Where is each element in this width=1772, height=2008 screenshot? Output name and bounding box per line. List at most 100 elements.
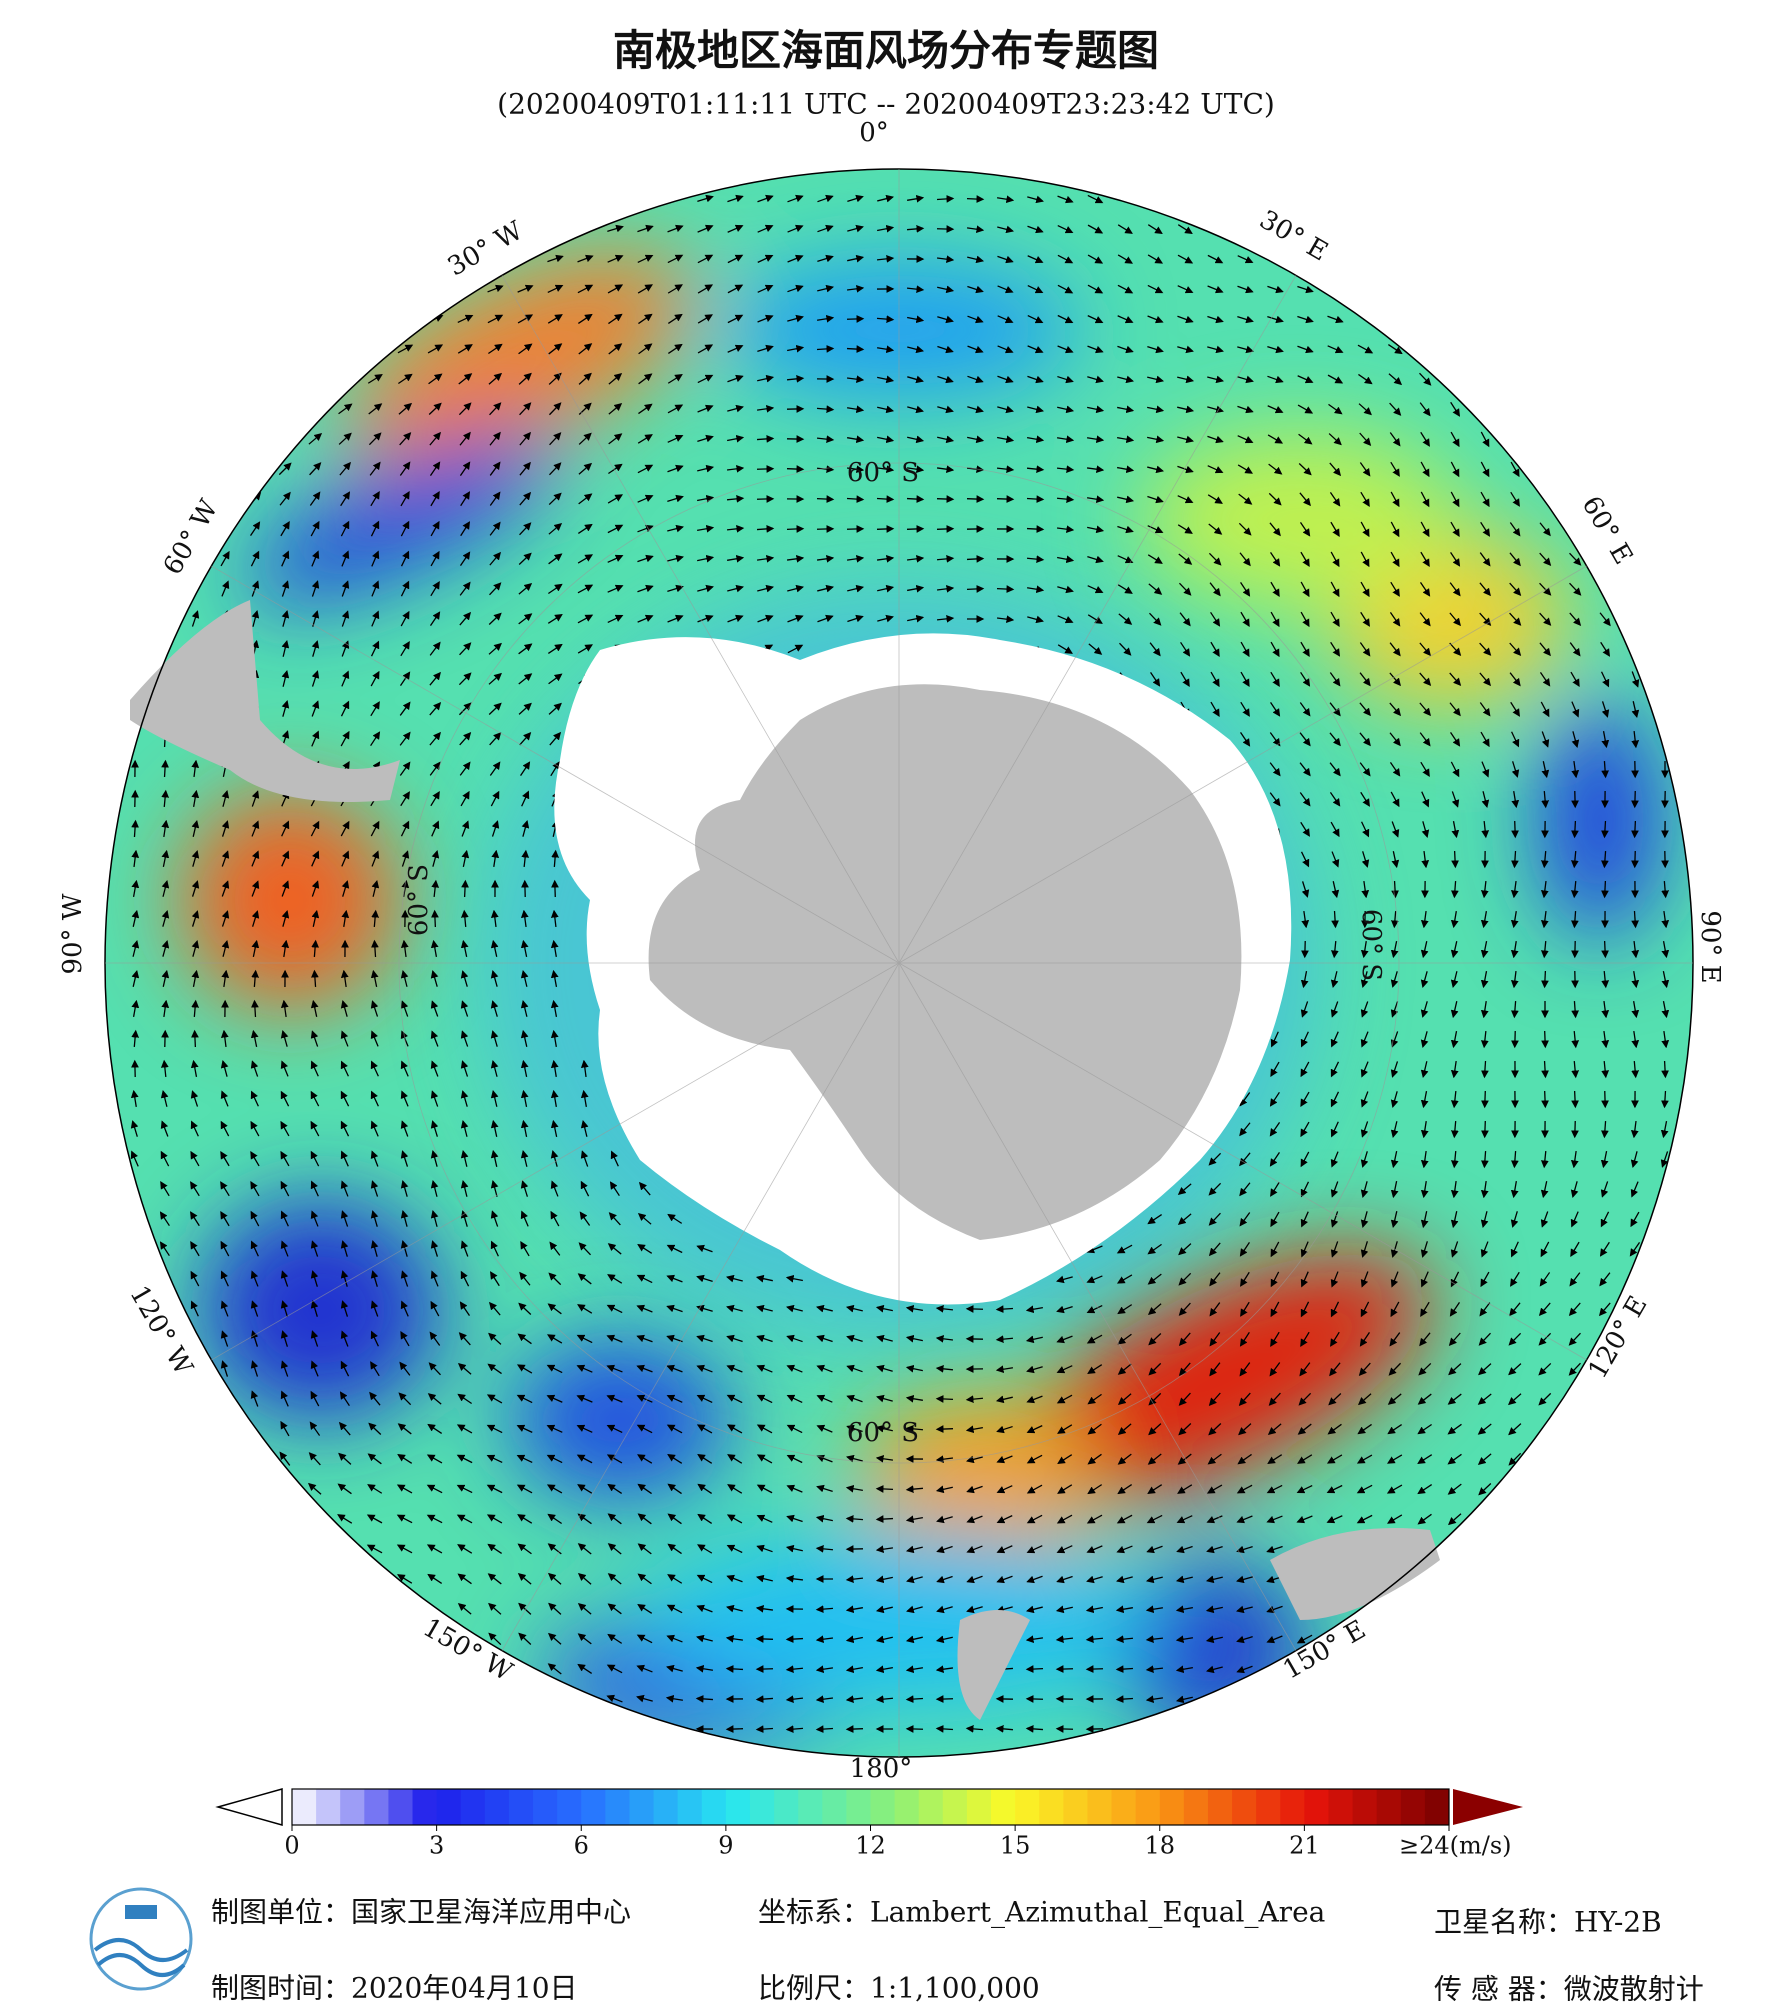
wind-arrow	[1117, 405, 1135, 414]
projection: 坐标系：Lambert_Azimuthal_Equal_Area	[758, 1896, 1325, 1929]
wind-arrow	[458, 402, 472, 416]
wind-arrow	[460, 909, 469, 928]
wind-arrow	[429, 461, 441, 476]
wind-arrow	[667, 224, 684, 233]
wind-arrow	[637, 584, 654, 593]
wind-arrow	[341, 610, 350, 627]
colorbar-cell	[1232, 1789, 1257, 1825]
wind-arrow	[1299, 762, 1311, 777]
wind-arrow	[1450, 431, 1460, 448]
wind-arrow	[757, 374, 775, 383]
colorbar-cell	[1111, 1789, 1137, 1825]
wind-arrow	[1268, 492, 1282, 506]
wind-arrow	[1147, 375, 1165, 384]
wind-arrow	[491, 820, 500, 837]
wind-arrow	[936, 465, 955, 474]
wind-arrow	[876, 315, 895, 324]
wind-arrow	[877, 614, 894, 623]
wind-arrow	[1329, 702, 1341, 717]
wind-arrow	[1147, 254, 1164, 264]
wind-arrow	[1480, 461, 1490, 478]
wind-arrow	[1450, 731, 1461, 747]
wind-arrow	[907, 345, 925, 354]
wind-arrow	[1420, 491, 1430, 508]
colorbar-under	[215, 1788, 283, 1826]
wind-arrow	[1391, 851, 1400, 869]
wind-arrow	[846, 495, 865, 503]
wind-arrow	[281, 880, 290, 897]
colorbar-cell	[364, 1789, 389, 1825]
wind-arrow	[906, 465, 925, 474]
wind-arrow	[1207, 494, 1223, 504]
wind-arrow	[1087, 254, 1104, 264]
wind-arrow	[936, 255, 955, 264]
wind-arrow	[1238, 493, 1253, 505]
longitude-label: 180°	[850, 1754, 913, 1784]
colorbar-cell	[894, 1789, 920, 1825]
wind-arrow	[1571, 760, 1580, 779]
wind-arrow	[1571, 731, 1580, 748]
wind-arrow	[1087, 585, 1104, 594]
wind-arrow	[1600, 671, 1610, 688]
wind-arrow	[1117, 284, 1134, 294]
wind-arrow	[430, 491, 440, 507]
wind-arrow	[311, 610, 320, 627]
wind-arrow	[1147, 495, 1164, 504]
colorbar-cell	[1376, 1789, 1402, 1825]
wind-arrow	[280, 521, 290, 537]
wind-arrow	[697, 614, 714, 623]
wind-arrow	[548, 372, 562, 385]
wind-arrow	[1270, 641, 1280, 658]
wind-arrow	[1117, 465, 1135, 474]
wind-arrow	[340, 520, 350, 537]
wind-arrow	[459, 551, 471, 566]
wind-arrow	[547, 314, 563, 324]
wind-arrow	[727, 284, 744, 294]
wind-arrow	[637, 224, 654, 233]
wind-arrow	[846, 554, 865, 563]
wind-arrow	[816, 314, 835, 323]
wind-arrow	[520, 909, 529, 928]
wind-arrow	[1569, 582, 1582, 596]
wind-arrow	[1177, 435, 1194, 444]
colorbar-cell	[1424, 1789, 1450, 1825]
wind-arrow	[905, 1725, 924, 1733]
wind-arrow	[1267, 405, 1284, 414]
wind-arrow	[309, 462, 322, 476]
wind-arrow	[340, 491, 351, 507]
colorbar-tick-label: 15	[1000, 1832, 1031, 1860]
colorbar-cell	[1015, 1789, 1040, 1825]
wind-arrow	[757, 614, 774, 623]
latitude-label: 60° S	[1356, 909, 1386, 981]
wind-arrow	[846, 525, 865, 533]
wind-arrow	[191, 789, 200, 807]
wind-arrow	[1297, 375, 1314, 384]
wind-arrow	[519, 491, 532, 506]
wind-arrow	[1571, 1120, 1579, 1139]
wind-arrow	[607, 554, 624, 563]
colorbar-cell	[653, 1789, 679, 1825]
wind-arrow	[638, 403, 653, 415]
wind-arrow	[1269, 762, 1281, 777]
wind-arrow	[1056, 435, 1075, 444]
colorbar-cell	[340, 1789, 365, 1825]
wind-arrow	[1329, 462, 1342, 477]
wind-arrow	[460, 790, 470, 807]
wind-arrow	[1358, 373, 1373, 385]
wind-arrow	[400, 550, 410, 567]
wind-arrow	[1510, 880, 1519, 899]
wind-arrow	[1027, 225, 1044, 234]
wind-arrow	[996, 195, 1015, 204]
wind-arrow	[1360, 581, 1370, 598]
wind-arrow	[1570, 671, 1580, 688]
wind-arrow	[996, 465, 1015, 474]
wind-arrow	[1085, 1665, 1104, 1673]
wind-arrow	[1177, 524, 1193, 534]
colorbar-cell	[1328, 1789, 1354, 1825]
wind-arrow	[845, 1725, 864, 1733]
wind-arrow	[1419, 372, 1432, 386]
wind-arrow	[817, 254, 834, 263]
wind-arrow	[578, 343, 593, 355]
wind-arrow	[490, 909, 499, 928]
wind-arrow	[1240, 641, 1250, 658]
